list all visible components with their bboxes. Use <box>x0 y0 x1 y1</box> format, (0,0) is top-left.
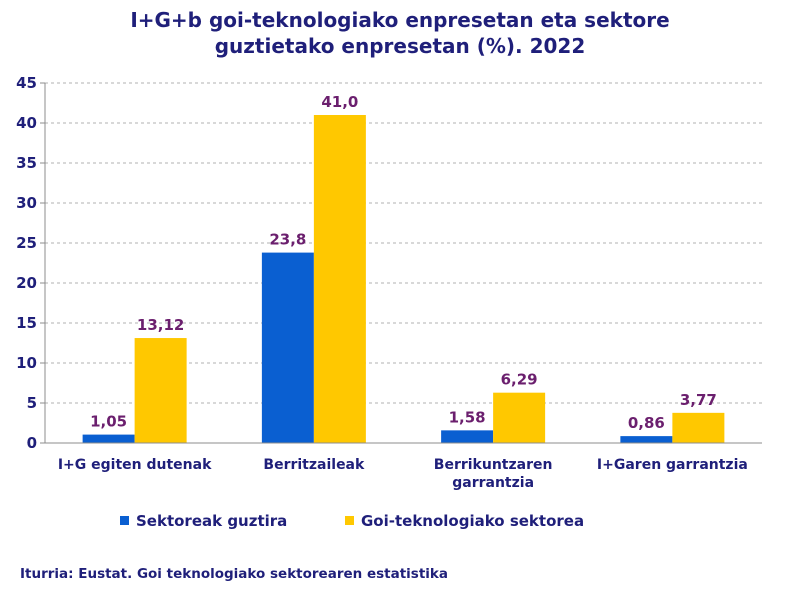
y-tick-label-25: 25 <box>16 234 37 252</box>
bar-s2-c3 <box>493 392 546 443</box>
bars <box>82 115 725 443</box>
bar-s1-c3 <box>441 430 494 443</box>
data-label-s2-c4: 3,77 <box>680 391 717 409</box>
data-label-s1-c1: 1,05 <box>90 413 127 431</box>
data-labels: 1,05 13,12 23,8 41,0 1,58 6,29 0,86 3,77 <box>90 93 717 432</box>
chart-title-line-1: I+G+b goi-teknologiako enpresetan eta se… <box>130 8 669 32</box>
data-label-s1-c2: 23,8 <box>269 231 306 249</box>
data-label-s1-c3: 1,58 <box>449 408 486 426</box>
legend: Sektoreak guztira Goi-teknologiako sektor… <box>120 512 584 530</box>
category-label-4-line-1: I+Garen garrantzia <box>597 457 748 473</box>
axes <box>44 83 762 444</box>
bar-s2-c2 <box>313 115 366 443</box>
y-axis-ticks: 0 5 10 15 20 25 30 35 40 45 <box>16 74 45 452</box>
y-tick-label-45: 45 <box>16 74 37 92</box>
y-tick-label-30: 30 <box>16 194 37 212</box>
category-label-3-line-2: garrantzia <box>452 475 534 491</box>
legend-swatch-2 <box>345 516 354 525</box>
bar-s1-c1 <box>82 434 135 443</box>
bar-s2-c1 <box>134 338 187 443</box>
bar-s2-c4 <box>672 412 725 443</box>
y-tick-label-5: 5 <box>27 394 37 412</box>
legend-label-1: Sektoreak guztira <box>136 512 287 530</box>
data-label-s1-c4: 0,86 <box>628 414 665 432</box>
legend-swatch-1 <box>120 516 129 525</box>
category-label-1-line-1: I+G egiten dutenak <box>58 457 212 473</box>
legend-label-2: Goi-teknologiako sektorea <box>361 512 584 530</box>
y-tick-label-15: 15 <box>16 314 37 332</box>
data-label-s2-c1: 13,12 <box>137 316 184 334</box>
category-label-2-line-1: Berritzaileak <box>263 457 365 473</box>
data-label-s2-c3: 6,29 <box>501 371 538 389</box>
bar-s1-c4 <box>620 436 673 443</box>
data-label-s2-c2: 41,0 <box>321 93 358 111</box>
category-labels: I+G egiten dutenak Berritzaileak Berrikunt… <box>58 457 748 491</box>
chart-title-line-2: guztietako enpresetan (%). 2022 <box>215 34 586 58</box>
category-label-3-line-1: Berrikuntzaren <box>434 457 553 473</box>
source-note: Iturria: Eustat. Goi teknologiako sektor… <box>20 566 448 582</box>
y-tick-label-0: 0 <box>27 434 37 452</box>
bar-s1-c2 <box>261 252 314 443</box>
y-tick-label-20: 20 <box>16 274 37 292</box>
y-tick-label-35: 35 <box>16 154 37 172</box>
y-tick-label-10: 10 <box>16 354 37 372</box>
y-tick-label-40: 40 <box>16 114 37 132</box>
